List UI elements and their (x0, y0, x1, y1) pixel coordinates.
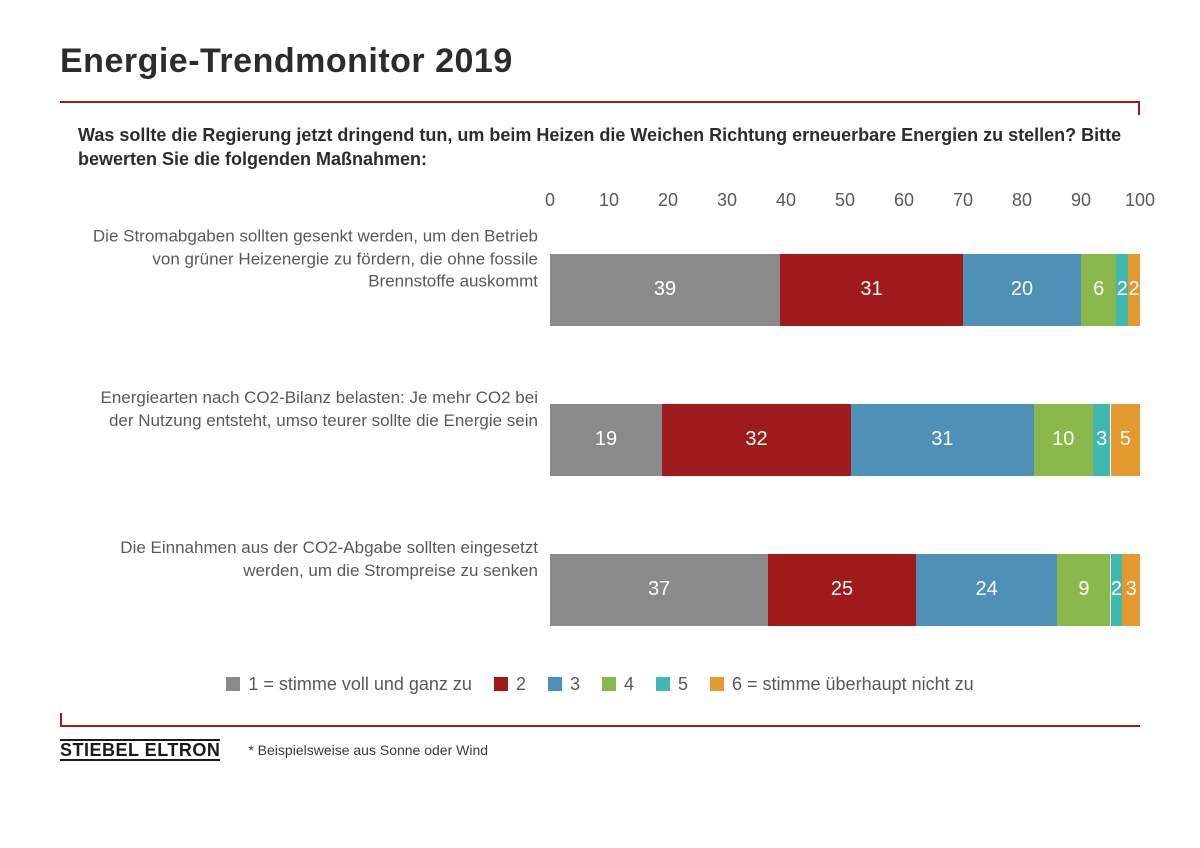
legend-swatch (602, 677, 616, 691)
category-label: Die Stromabgaben sollten gesenkt werden,… (78, 225, 538, 294)
legend-item: 3 (548, 674, 580, 695)
legend-swatch (494, 677, 508, 691)
bar-segment: 31 (851, 404, 1034, 476)
bar-segment: 37 (550, 554, 768, 626)
legend-label: 6 = stimme überhaupt nicht zu (732, 674, 974, 695)
bar-row: 372524923 (550, 554, 1140, 626)
bar-segment: 3 (1122, 554, 1140, 626)
legend-item: 6 = stimme überhaupt nicht zu (710, 674, 974, 695)
page-title: Energie-Trendmonitor 2019 (60, 42, 1140, 81)
bar-segment: 5 (1111, 404, 1141, 476)
bar-segment: 31 (780, 254, 963, 326)
stacked-bar-chart: Die Stromabgaben sollten gesenkt werden,… (60, 190, 1140, 670)
bar-row: 393120622 (550, 254, 1140, 326)
bar-segment: 10 (1034, 404, 1093, 476)
bar-segment: 3 (1093, 404, 1111, 476)
brand-logo: STIEBEL ELTRON (60, 739, 220, 762)
x-tick: 70 (953, 190, 973, 211)
legend-item: 2 (494, 674, 526, 695)
x-tick: 40 (776, 190, 796, 211)
bar-segment: 32 (662, 404, 851, 476)
bar-segment: 39 (550, 254, 780, 326)
legend-label: 4 (624, 674, 634, 695)
bar-segment: 19 (550, 404, 662, 476)
legend-label: 2 (516, 674, 526, 695)
x-tick: 10 (599, 190, 619, 211)
x-tick: 20 (658, 190, 678, 211)
legend-label: 5 (678, 674, 688, 695)
category-label: Die Einnahmen aus der CO2-Abgabe sollten… (78, 537, 538, 583)
legend-swatch (548, 677, 562, 691)
bar-segment: 24 (916, 554, 1058, 626)
x-tick: 30 (717, 190, 737, 211)
bar-segment: 2 (1116, 254, 1128, 326)
legend-swatch (656, 677, 670, 691)
x-tick: 90 (1071, 190, 1091, 211)
bar-segment: 9 (1057, 554, 1110, 626)
legend-item: 1 = stimme voll und ganz zu (226, 674, 472, 695)
x-tick: 60 (894, 190, 914, 211)
x-tick: 80 (1012, 190, 1032, 211)
chart-legend: 1 = stimme voll und ganz zu 2 3 4 5 6 = stimm… (60, 674, 1140, 695)
x-tick: 50 (835, 190, 855, 211)
bar-segment: 2 (1128, 254, 1140, 326)
x-tick: 100 (1125, 190, 1155, 211)
legend-label: 3 (570, 674, 580, 695)
legend-item: 5 (656, 674, 688, 695)
divider-top (60, 101, 1140, 115)
bar-row: 1932311035 (550, 404, 1140, 476)
category-label: Energiearten nach CO2-Bilanz belasten: J… (78, 387, 538, 433)
bar-segment: 20 (963, 254, 1081, 326)
divider-bottom (60, 713, 1140, 727)
chart-subtitle: Was sollte die Regierung jetzt dringend … (60, 123, 1140, 172)
legend-item: 4 (602, 674, 634, 695)
footnote: * Beispielsweise aus Sonne oder Wind (248, 742, 488, 758)
x-tick: 0 (545, 190, 555, 211)
legend-swatch (226, 677, 240, 691)
legend-swatch (710, 677, 724, 691)
bar-segment: 2 (1111, 554, 1123, 626)
legend-label: 1 = stimme voll und ganz zu (248, 674, 472, 695)
bar-segment: 6 (1081, 254, 1116, 326)
bar-segment: 25 (768, 554, 916, 626)
